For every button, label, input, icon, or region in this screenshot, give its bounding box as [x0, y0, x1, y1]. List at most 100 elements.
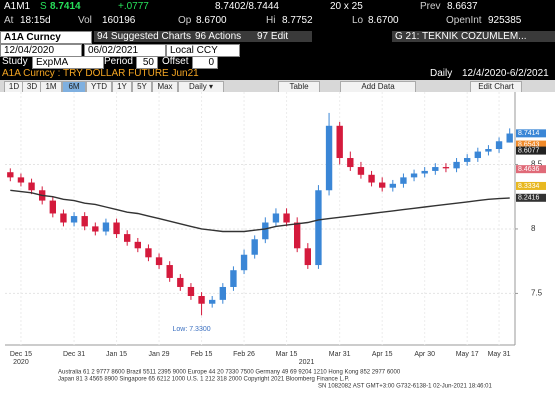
- x-tick-label: Jan 29: [149, 351, 170, 358]
- candle-body: [315, 190, 322, 266]
- vol-label: Vol: [78, 15, 92, 26]
- candle-body: [166, 265, 173, 278]
- prev: 8.6637: [447, 1, 478, 12]
- x-tick-label: Feb 15: [191, 351, 213, 358]
- candle-body: [155, 257, 163, 266]
- candle-body: [495, 141, 503, 149]
- year-label: 2020: [13, 359, 29, 366]
- study-line: [10, 189, 510, 233]
- candle-body: [7, 172, 14, 178]
- x-tick-label: Dec 15: [10, 351, 32, 358]
- candle-body: [177, 277, 184, 287]
- lo: 8.6700: [368, 15, 399, 26]
- x-tick-label: Mar 15: [276, 351, 298, 358]
- footer-text: SN 1082082 AST GMT+3:00 G732-6138-1 02-J…: [318, 384, 493, 390]
- suggested-button[interactable]: 94 Suggested Charts: [94, 31, 192, 42]
- period-label: Period: [104, 56, 133, 67]
- candle-body: [347, 158, 354, 168]
- offset-field[interactable]: 0: [192, 56, 218, 69]
- change: +.0777: [118, 1, 149, 12]
- subtitle: A1A Curncy : TRY DOLLAR FUTURE Jun21: [2, 68, 199, 79]
- period-field[interactable]: 50: [136, 56, 158, 69]
- candle-body: [400, 177, 407, 184]
- price-tag: [516, 193, 546, 202]
- candle-body: [336, 125, 343, 159]
- candle-body: [124, 234, 131, 242]
- y-tick-label: 8: [531, 224, 536, 233]
- price-tag: [516, 181, 546, 190]
- x-tick-label: Jan 15: [106, 351, 127, 358]
- size: 20 x 25: [330, 1, 363, 12]
- price-tag: [516, 165, 546, 174]
- x-tick-label: Apr 15: [372, 351, 393, 358]
- candle-body: [198, 296, 205, 304]
- candle-body: [240, 254, 248, 271]
- candle-body: [304, 248, 311, 266]
- x-tick-label: May 31: [488, 351, 511, 358]
- ticker: A1M1: [4, 1, 31, 12]
- candle-body: [17, 177, 25, 183]
- range-button[interactable]: 6M: [62, 81, 86, 93]
- study-label: Study: [2, 56, 28, 67]
- x-tick-label: Apr 30: [414, 351, 435, 358]
- candle-body: [134, 241, 141, 249]
- date-range: 12/4/2020-6/2/2021: [462, 68, 549, 79]
- price-tag-label: 8.4636: [518, 166, 540, 173]
- candle-body: [113, 222, 120, 235]
- candle-body: [209, 299, 216, 304]
- x-tick-label: Dec 31: [63, 351, 85, 358]
- price-tag-label: 8.2416: [518, 195, 540, 202]
- vol: 160196: [102, 15, 136, 26]
- candle-body: [325, 125, 333, 191]
- candle-body: [368, 174, 375, 183]
- candle-body: [474, 151, 481, 159]
- x-tick-label: May 17: [456, 351, 479, 358]
- range-button[interactable]: Edit Chart: [470, 81, 522, 93]
- page-title: G 21: TEKNIK COZUMLEM...: [392, 31, 555, 42]
- x-tick-label: Mar 31: [329, 351, 351, 358]
- study-field[interactable]: ExpMA: [32, 56, 104, 69]
- prev-label: Prev: [420, 1, 441, 12]
- price-tag: [516, 140, 546, 149]
- time: 18:15d: [20, 15, 51, 26]
- side: S: [40, 1, 47, 12]
- footer-text: Australia 61 2 9777 8600 Brazil 5511 239…: [58, 370, 401, 376]
- hi-label: Hi: [266, 15, 276, 26]
- chart-bg: [0, 92, 555, 400]
- hi: 8.7752: [282, 15, 313, 26]
- range-button[interactable]: 5Y: [132, 81, 152, 93]
- candle-body: [464, 158, 471, 162]
- security-field[interactable]: A1A Curncy: [0, 31, 92, 44]
- candle-body: [410, 173, 418, 178]
- candle-body: [357, 167, 365, 175]
- candle-body: [92, 226, 99, 232]
- price-tag: [516, 129, 546, 138]
- low-annotation: Low: 7.3300: [172, 326, 210, 333]
- price-tag-label: 8.6077: [518, 147, 540, 154]
- year-label: 2021: [299, 359, 315, 366]
- at-label: At: [4, 15, 14, 26]
- candle-body: [432, 167, 439, 171]
- candle-body: [262, 222, 269, 240]
- candle-body: [294, 222, 301, 249]
- candle-body: [102, 222, 110, 232]
- candle-body: [283, 213, 290, 223]
- op-label: Op: [178, 15, 192, 26]
- candle-body: [81, 216, 88, 227]
- candle-body: [187, 286, 195, 296]
- candle-body: [145, 248, 152, 258]
- frequency: Daily: [430, 68, 453, 79]
- price-tag-label: 8.3334: [518, 183, 540, 190]
- candle-body: [230, 270, 237, 287]
- candle-body: [219, 286, 226, 300]
- actions-button[interactable]: 96 Actions: [192, 31, 254, 42]
- candle-body: [28, 182, 35, 191]
- edit-button[interactable]: 97 Edit: [254, 31, 312, 42]
- candle-body: [485, 149, 492, 152]
- end-date[interactable]: 06/02/2021: [84, 44, 166, 57]
- lo-label: Lo: [352, 15, 364, 26]
- candle-body: [442, 167, 450, 169]
- price-tag-label: 8.6543: [518, 141, 540, 148]
